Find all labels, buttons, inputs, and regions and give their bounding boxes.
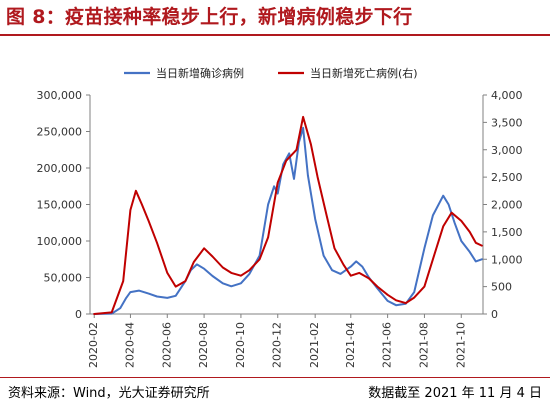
chart-series <box>93 115 483 315</box>
y-left-tick-label: 100,000 <box>37 235 83 248</box>
footer-rule <box>0 377 550 378</box>
x-tick-label: 2020-12 <box>271 322 284 368</box>
x-tick-label: 2021-06 <box>381 322 394 368</box>
y-right-tick-label: 2,000 <box>491 199 523 212</box>
legend-label: 当日新增死亡病例(右) <box>310 66 418 80</box>
line-chart: 0 50,000 100,000 150,000 200,000 250,000 300,0… <box>37 66 523 368</box>
y-left-tick-label: 50,000 <box>44 272 83 285</box>
y-right-tick-label: 3,000 <box>491 144 523 157</box>
source-note: 资料来源：Wind，光大证券研究所 <box>8 386 210 401</box>
chart-legend: 当日新增确诊病例 当日新增死亡病例(右) <box>124 66 418 80</box>
x-tick-label: 2021-04 <box>344 322 357 368</box>
y-right-tick-label: 3,500 <box>491 116 523 129</box>
series-line-new-cases <box>93 126 483 315</box>
y-left-tick-label: 0 <box>75 308 82 321</box>
x-tick-label: 2021-10 <box>454 322 467 368</box>
y-right-tick-label: 2,500 <box>491 171 523 184</box>
x-tick-label: 2021-08 <box>417 322 430 368</box>
legend-label: 当日新增确诊病例 <box>156 66 244 80</box>
x-tick-label: 2020-08 <box>197 322 210 368</box>
x-tick-label: 2020-04 <box>123 322 136 368</box>
y-right-tick-label: 500 <box>491 281 512 294</box>
x-tick-label: 2020-06 <box>160 322 173 368</box>
title-rule <box>0 34 550 36</box>
y-left-tick-label: 250,000 <box>37 126 83 139</box>
data-date-note: 数据截至 2021 年 11 月 4 日 <box>368 386 542 401</box>
x-tick-label: 2020-02 <box>87 322 100 368</box>
y-right-tick-label: 0 <box>491 308 498 321</box>
y-right-tick-label: 4,000 <box>491 89 523 102</box>
x-tick-label: 2021-02 <box>308 322 321 368</box>
y-right-tick-label: 1,500 <box>491 226 523 239</box>
y-left-tick-label: 150,000 <box>37 199 83 212</box>
series-line-new-deaths <box>93 115 483 315</box>
figure-title: 图 8：疫苗接种率稳步上行，新增病例稳步下行 <box>6 6 413 28</box>
y-right-tick-label: 1,000 <box>491 253 523 266</box>
y-left-tick-label: 300,000 <box>37 89 83 102</box>
x-tick-label: 2020-10 <box>234 322 247 368</box>
chart-axes: 0 50,000 100,000 150,000 200,000 250,000 300,0… <box>37 89 523 368</box>
y-left-tick-label: 200,000 <box>37 162 83 175</box>
